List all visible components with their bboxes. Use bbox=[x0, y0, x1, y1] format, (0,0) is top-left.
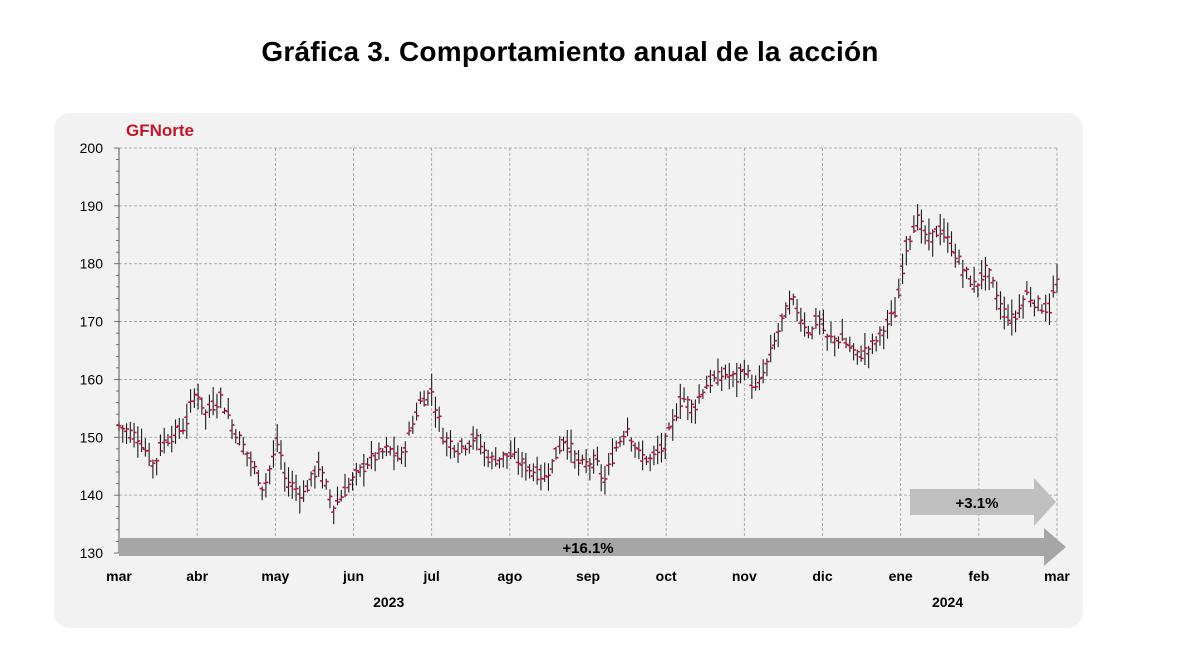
arrow-annotation-short-label: +3.1% bbox=[956, 495, 999, 512]
y-tick-label: 130 bbox=[80, 545, 104, 561]
y-tick-label: 150 bbox=[80, 429, 104, 445]
x-month-label: nov bbox=[732, 568, 757, 584]
chart-title: GFNorte bbox=[126, 121, 194, 140]
y-tick-label: 140 bbox=[80, 487, 104, 503]
x-month-label: feb bbox=[968, 568, 989, 584]
arrow-annotation-short bbox=[910, 478, 1056, 526]
x-month-label: may bbox=[261, 568, 289, 584]
x-month-label: oct bbox=[656, 568, 677, 584]
page-title: Gráfica 3. Comportamiento anual de la ac… bbox=[261, 36, 879, 67]
x-month-label: jun bbox=[342, 568, 364, 584]
x-month-label: abr bbox=[186, 568, 208, 584]
x-month-label: sep bbox=[576, 568, 600, 584]
annotations-layer: +16.1% +3.1% bbox=[119, 478, 1066, 566]
x-month-label: ago bbox=[497, 568, 522, 584]
arrow-annotation-long-label: +16.1% bbox=[562, 540, 613, 557]
x-month-label: mar bbox=[1044, 568, 1070, 584]
x-month-label: dic bbox=[812, 568, 832, 584]
x-month-label: jul bbox=[422, 568, 439, 584]
x-year-label: 2023 bbox=[373, 594, 404, 610]
x-year-label: 2024 bbox=[932, 594, 963, 610]
grid-layer bbox=[119, 147, 1058, 553]
ohlc-bars bbox=[116, 204, 1060, 525]
y-tick-label: 170 bbox=[80, 314, 104, 330]
x-month-label: ene bbox=[889, 568, 913, 584]
arrow-annotation-long bbox=[119, 528, 1066, 566]
y-tick-label: 200 bbox=[80, 140, 104, 156]
y-tick-label: 160 bbox=[80, 371, 104, 387]
x-month-label: mar bbox=[106, 568, 132, 584]
y-tick-label: 180 bbox=[80, 256, 104, 272]
y-tick-label: 190 bbox=[80, 198, 104, 214]
